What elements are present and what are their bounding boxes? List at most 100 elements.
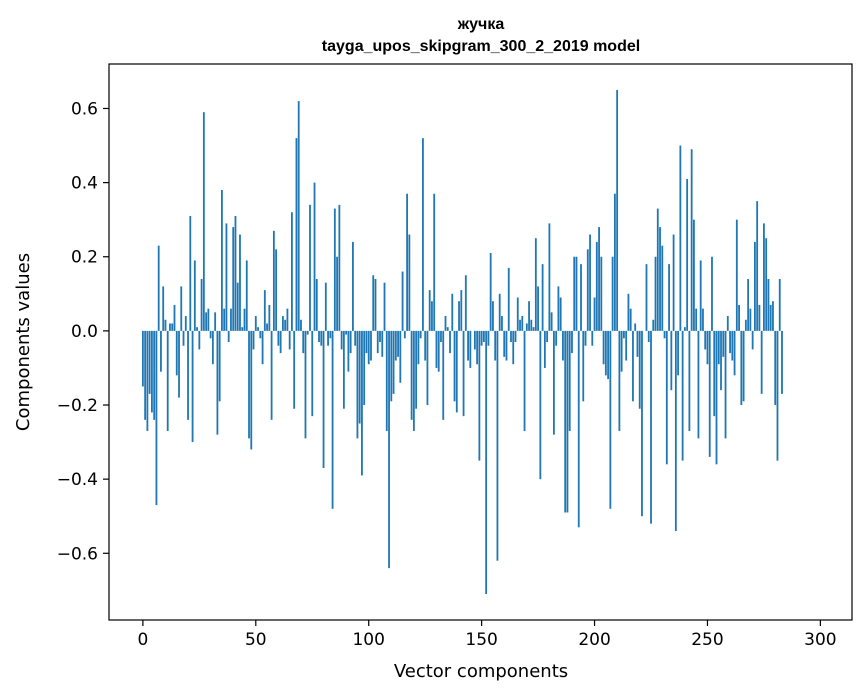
bar-component-188 <box>566 330 569 513</box>
bar-component-243 <box>690 149 693 331</box>
bar-component-252 <box>711 256 713 331</box>
bar-component-2 <box>146 330 149 431</box>
bar-component-39 <box>230 308 232 331</box>
x-tick-label: 250 <box>691 630 723 650</box>
bar-component-11 <box>166 330 169 431</box>
bar-component-210 <box>616 89 619 331</box>
bar-component-221 <box>641 330 643 517</box>
bar-component-215 <box>627 293 630 331</box>
chart-title-word: жучка <box>457 16 505 33</box>
bar-component-19 <box>184 316 187 331</box>
bar-component-143 <box>464 275 467 331</box>
bar-component-219 <box>636 330 639 357</box>
bar-component-242 <box>688 330 691 431</box>
bar-component-251 <box>708 330 711 457</box>
bar-component-67 <box>293 330 296 409</box>
bar-component-277 <box>767 278 770 331</box>
bar-component-196 <box>584 330 587 346</box>
bar-component-0 <box>141 330 144 387</box>
bar-component-155 <box>492 301 494 331</box>
bar-component-261 <box>731 330 734 361</box>
bar-component-152 <box>485 330 488 595</box>
bar-component-238 <box>679 145 682 331</box>
y-axis-label: Components values <box>13 253 34 431</box>
bar-component-170 <box>525 323 528 331</box>
bar-component-239 <box>681 330 684 461</box>
bar-component-265 <box>740 330 743 406</box>
bar-component-259 <box>726 316 729 331</box>
bar-component-267 <box>744 319 747 331</box>
bar-component-213 <box>623 330 625 339</box>
bar-component-107 <box>383 282 386 331</box>
bar-component-130 <box>435 330 438 368</box>
bar-component-125 <box>424 330 427 361</box>
bar-component-86 <box>336 256 338 331</box>
bar-component-44 <box>241 327 244 331</box>
bar-component-117 <box>406 193 409 331</box>
bar-component-136 <box>449 330 451 354</box>
bar-component-62 <box>281 316 284 331</box>
bar-component-230 <box>661 245 664 331</box>
bar-component-119 <box>410 330 413 420</box>
bar-component-159 <box>501 316 503 331</box>
bar-component-132 <box>440 330 442 342</box>
x-tick-label: 300 <box>804 630 836 650</box>
bar-component-31 <box>211 330 214 365</box>
bar-component-187 <box>564 330 567 513</box>
bar-component-103 <box>374 278 377 331</box>
bar-component-94 <box>354 330 357 346</box>
bar-component-198 <box>589 234 591 331</box>
bar-component-7 <box>157 245 160 331</box>
bar-component-209 <box>613 193 616 331</box>
bar-component-88 <box>340 330 343 350</box>
bar-component-191 <box>573 256 576 331</box>
bar-component-274 <box>760 330 763 394</box>
bar-component-270 <box>751 330 754 350</box>
bar-component-224 <box>647 330 650 342</box>
bar-component-30 <box>209 330 212 339</box>
bar-component-48 <box>250 330 253 450</box>
bar-component-278 <box>769 304 772 331</box>
bar-component-249 <box>704 330 707 350</box>
bar-component-90 <box>345 330 348 335</box>
bar-component-126 <box>426 330 429 406</box>
bar-component-74 <box>309 204 311 331</box>
bar-component-283 <box>781 330 783 394</box>
bar-component-42 <box>236 282 239 331</box>
bar-component-41 <box>234 215 237 331</box>
y-tick-label: −0.4 <box>57 470 98 490</box>
bar-component-234 <box>670 330 673 391</box>
bar-component-59 <box>275 249 278 331</box>
bar-component-185 <box>559 297 562 331</box>
bar-component-205 <box>604 330 607 376</box>
bar-component-81 <box>324 282 327 331</box>
bar-component-23 <box>193 260 196 331</box>
bar-component-204 <box>602 330 605 365</box>
bar-component-189 <box>568 330 571 431</box>
bar-component-22 <box>191 330 194 443</box>
bar-component-77 <box>315 278 318 331</box>
bar-component-101 <box>370 330 372 361</box>
bar-component-175 <box>537 286 539 331</box>
bar-component-73 <box>306 330 309 335</box>
bar-component-61 <box>279 330 282 354</box>
bar-component-276 <box>765 238 768 331</box>
bar-component-158 <box>498 293 501 331</box>
bar-component-194 <box>580 264 582 331</box>
bar-component-186 <box>562 330 564 361</box>
bar-component-225 <box>650 330 652 524</box>
bar-component-237 <box>677 330 680 376</box>
bar-component-120 <box>412 330 415 431</box>
bars-group <box>141 89 783 595</box>
bar-component-104 <box>376 330 379 354</box>
bar-component-148 <box>476 330 479 365</box>
bar-component-180 <box>548 223 551 331</box>
bar-component-266 <box>742 330 745 402</box>
bar-component-46 <box>245 260 248 331</box>
bar-component-227 <box>654 256 657 331</box>
bar-component-54 <box>263 290 266 331</box>
x-tick-label: 150 <box>465 630 497 650</box>
bar-component-16 <box>178 330 180 398</box>
bar-component-166 <box>516 297 519 331</box>
